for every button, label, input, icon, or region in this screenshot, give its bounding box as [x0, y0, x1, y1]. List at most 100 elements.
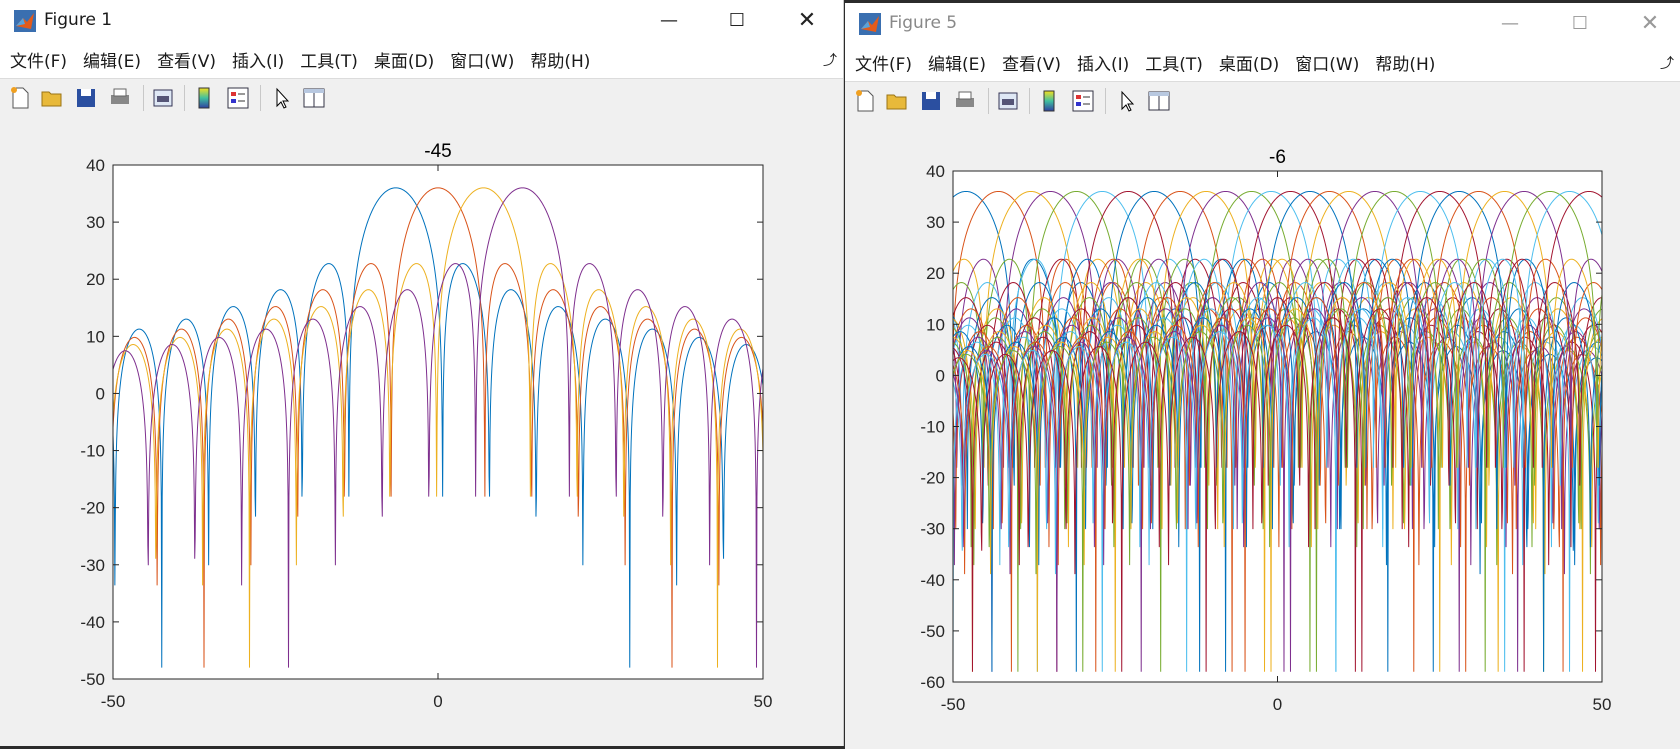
- series-line-27: [953, 190, 1602, 672]
- menu-help[interactable]: 帮助(H): [530, 51, 591, 72]
- y-tick-label: -50: [920, 622, 945, 641]
- y-tick-label: -50: [80, 670, 105, 689]
- menu-file[interactable]: 文件(F): [855, 54, 913, 75]
- toolbar-separator: [184, 85, 185, 111]
- minimize-icon[interactable]: —: [660, 9, 678, 31]
- y-tick-label: -60: [920, 673, 945, 692]
- print-preview-icon[interactable]: [151, 86, 175, 110]
- x-tick-label: 50: [754, 692, 773, 711]
- y-tick-label: 10: [926, 315, 945, 334]
- menu-bar: 文件(F) 编辑(E) 查看(V) 插入(I) 工具(T) 桌面(D) 窗口(W…: [0, 40, 843, 78]
- y-tick-label: -30: [80, 556, 105, 575]
- menu-help[interactable]: 帮助(H): [1375, 54, 1436, 75]
- toolbar-separator: [1105, 88, 1106, 114]
- new-figure-icon[interactable]: [853, 89, 877, 113]
- y-tick-label: 40: [86, 156, 105, 175]
- y-tick-label: -30: [920, 520, 945, 539]
- menu-bar: 文件(F) 编辑(E) 查看(V) 插入(I) 工具(T) 桌面(D) 窗口(W…: [845, 43, 1680, 81]
- series-line-26: [953, 190, 1602, 672]
- save-icon[interactable]: [919, 89, 943, 113]
- pointer-icon[interactable]: [1115, 89, 1139, 113]
- y-tick-label: 20: [926, 264, 945, 283]
- pointer-icon[interactable]: [270, 86, 294, 110]
- x-tick-label: 50: [1593, 695, 1612, 714]
- menu-insert[interactable]: 插入(I): [1076, 54, 1130, 75]
- menu-edit[interactable]: 编辑(E): [83, 51, 142, 72]
- figure-window-5: Figure 5 — ☐ ✕ 文件(F) 编辑(E) 查看(V) 插入(I) 工…: [845, 3, 1680, 749]
- window-title: Figure 1: [44, 10, 113, 30]
- print-preview-icon[interactable]: [996, 89, 1020, 113]
- y-tick-label: 30: [86, 213, 105, 232]
- y-tick-label: 0: [936, 366, 945, 385]
- menu-window[interactable]: 窗口(W): [450, 51, 515, 72]
- menu-window[interactable]: 窗口(W): [1295, 54, 1360, 75]
- legend-icon[interactable]: [1071, 89, 1095, 113]
- close-icon[interactable]: ✕: [1640, 10, 1660, 36]
- menu-tools[interactable]: 工具(T): [1145, 54, 1203, 75]
- chart-title: -45: [424, 141, 451, 162]
- title-bar[interactable]: Figure 1 — ☐ ✕: [0, 0, 843, 40]
- series-line-16: [953, 190, 1602, 672]
- series-line-2: [113, 187, 763, 668]
- menu-view[interactable]: 查看(V): [157, 51, 216, 72]
- plot-area: -50 -40 -30 -20 -10 0 10 20 30 40 -50 0 50 -45: [0, 117, 843, 746]
- series-line-2: [953, 190, 1602, 672]
- menu-view[interactable]: 查看(V): [1002, 54, 1061, 75]
- x-tick-label: -50: [101, 692, 126, 711]
- print-icon[interactable]: [953, 89, 977, 113]
- plot-area: -60 -50 -40 -30 -20 -10 0 10 20 30 40 -50 0 50 -6: [845, 120, 1680, 749]
- y-tick-label: 30: [926, 213, 945, 232]
- y-tick-label: 20: [86, 270, 105, 289]
- y-tick-label: -20: [80, 499, 105, 518]
- toolbar-separator: [1029, 88, 1030, 114]
- series-line-28: [953, 190, 1602, 672]
- toolbar-separator: [988, 88, 989, 114]
- y-tick-label: -40: [80, 613, 105, 632]
- open-file-icon[interactable]: [885, 89, 909, 113]
- colorbar-icon[interactable]: [192, 86, 216, 110]
- matlab-logo-icon: [14, 10, 36, 32]
- menu-overflow-icon[interactable]: ⤴: [1660, 56, 1674, 72]
- chart[interactable]: -60 -50 -40 -30 -20 -10 0 10 20 30 40 -50 0 50 -6: [845, 120, 1680, 746]
- y-tick-label: -20: [920, 469, 945, 488]
- series-line-4: [113, 187, 763, 668]
- new-figure-icon[interactable]: [8, 86, 32, 110]
- open-file-icon[interactable]: [40, 86, 64, 110]
- y-tick-label: -40: [920, 571, 945, 590]
- matlab-logo-icon: [859, 13, 881, 35]
- figure-window-1: Figure 1 — ☐ ✕ 文件(F) 编辑(E) 查看(V) 插入(I) 工…: [0, 0, 844, 746]
- x-tick-label: -50: [941, 695, 966, 714]
- series-line-3: [113, 187, 763, 668]
- series-line-23: [953, 190, 1602, 672]
- y-tick-label: 40: [926, 162, 945, 181]
- minimize-icon[interactable]: —: [1501, 12, 1519, 34]
- chart[interactable]: -50 -40 -30 -20 -10 0 10 20 30 40 -50 0 50 -45: [0, 117, 844, 746]
- maximize-icon[interactable]: ☐: [728, 9, 746, 31]
- y-tick-label: 0: [96, 384, 105, 403]
- menu-tools[interactable]: 工具(T): [300, 51, 358, 72]
- title-bar[interactable]: Figure 5 — ☐ ✕: [845, 3, 1680, 43]
- menu-file[interactable]: 文件(F): [10, 51, 68, 72]
- series-group: [953, 190, 1602, 672]
- colorbar-icon[interactable]: [1037, 89, 1061, 113]
- series-line-20: [953, 190, 1602, 672]
- x-tick-label: 0: [1273, 695, 1282, 714]
- axes-background: [113, 165, 763, 679]
- menu-insert[interactable]: 插入(I): [231, 51, 285, 72]
- property-inspector-icon[interactable]: [302, 86, 326, 110]
- series-line-13: [953, 190, 1602, 672]
- close-icon[interactable]: ✕: [797, 7, 817, 33]
- menu-desktop[interactable]: 桌面(D): [373, 51, 435, 72]
- series-group: [113, 187, 763, 668]
- property-inspector-icon[interactable]: [1147, 89, 1171, 113]
- legend-icon[interactable]: [226, 86, 250, 110]
- toolbar-separator: [260, 85, 261, 111]
- save-icon[interactable]: [74, 86, 98, 110]
- toolbar: [0, 78, 843, 118]
- series-line-19: [953, 190, 1602, 672]
- menu-overflow-icon[interactable]: ⤴: [823, 53, 837, 69]
- menu-desktop[interactable]: 桌面(D): [1218, 54, 1280, 75]
- print-icon[interactable]: [108, 86, 132, 110]
- menu-edit[interactable]: 编辑(E): [928, 54, 987, 75]
- maximize-icon[interactable]: ☐: [1571, 12, 1589, 34]
